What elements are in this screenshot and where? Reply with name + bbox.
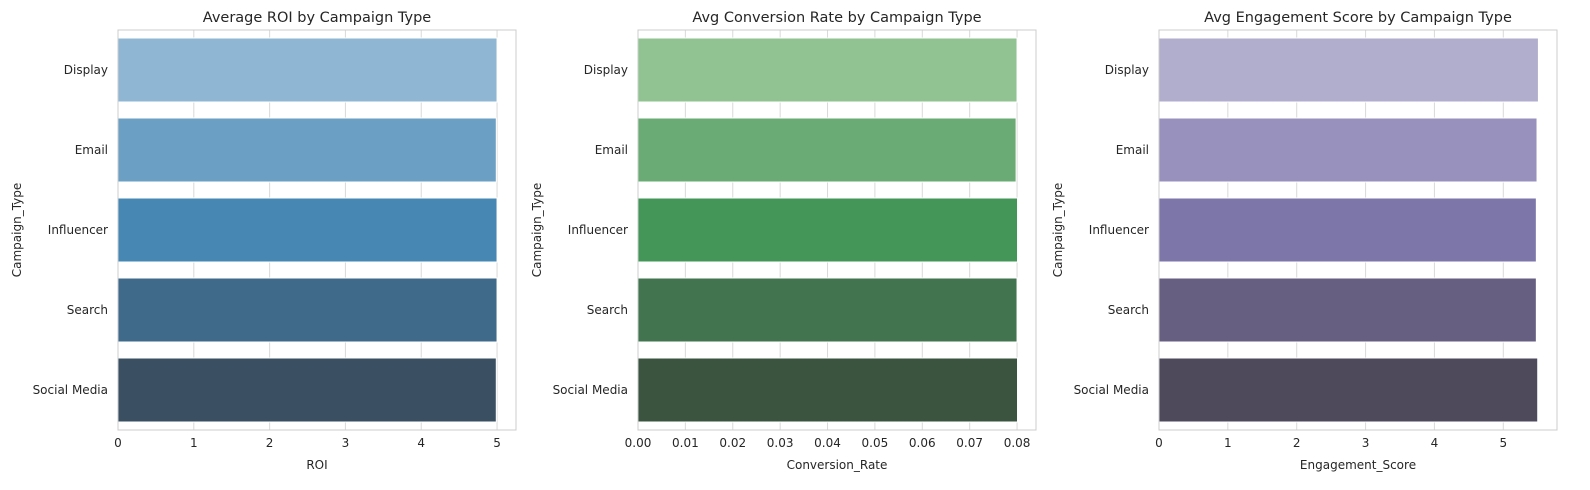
bar bbox=[637, 197, 1019, 263]
category-label: Email bbox=[1116, 143, 1149, 157]
bar bbox=[117, 357, 497, 423]
chart-title: Avg Engagement Score by Campaign Type bbox=[1204, 10, 1512, 26]
bar bbox=[1158, 197, 1537, 263]
bar bbox=[637, 117, 1017, 183]
category-label: Display bbox=[1105, 63, 1149, 77]
x-tick-label: 5 bbox=[493, 436, 501, 450]
bar bbox=[1158, 357, 1539, 423]
chart-panel-3: Display Email Influencer Search Social Media… bbox=[1051, 10, 1558, 472]
bar bbox=[117, 277, 498, 343]
bar bbox=[117, 197, 498, 263]
bar bbox=[1158, 37, 1539, 103]
plot-frame bbox=[117, 29, 517, 431]
chart-title: Avg Conversion Rate by Campaign Type bbox=[692, 10, 981, 26]
x-axis-label: Conversion_Rate bbox=[787, 458, 888, 472]
x-tick-label: 2 bbox=[1293, 436, 1301, 450]
category-label: Search bbox=[587, 303, 628, 317]
category-label: Influencer bbox=[48, 223, 108, 237]
bar bbox=[117, 117, 497, 183]
y-axis-label: Campaign_Type bbox=[10, 183, 24, 278]
y-axis-label: Campaign_Type bbox=[1051, 183, 1065, 278]
x-tick-label: 4 bbox=[1431, 436, 1439, 450]
x-tick-label: 1 bbox=[190, 436, 198, 450]
category-label: Influencer bbox=[1089, 223, 1149, 237]
category-label: Social Media bbox=[553, 383, 628, 397]
category-label: Email bbox=[75, 143, 108, 157]
category-label: Social Media bbox=[33, 383, 108, 397]
x-tick-label: 0 bbox=[114, 436, 122, 450]
category-label: Social Media bbox=[1074, 383, 1149, 397]
x-tick-label: 0.04 bbox=[814, 436, 841, 450]
category-label: Display bbox=[64, 63, 108, 77]
plot-frame bbox=[1158, 29, 1558, 431]
x-tick-label: 0.01 bbox=[672, 436, 699, 450]
x-tick-label: 0.03 bbox=[767, 436, 794, 450]
x-axis-label: Engagement_Score bbox=[1300, 458, 1416, 472]
x-axis-label: ROI bbox=[306, 458, 327, 472]
chart-panel-1: Display Email Influencer Search Social Media… bbox=[10, 10, 517, 472]
x-tick-label: 1 bbox=[1224, 436, 1232, 450]
x-tick-label: 0.02 bbox=[719, 436, 746, 450]
x-tick-label: 4 bbox=[417, 436, 425, 450]
bar bbox=[117, 37, 498, 103]
category-label: Influencer bbox=[568, 223, 628, 237]
bar bbox=[637, 37, 1018, 103]
bar bbox=[1158, 277, 1537, 343]
chart-title: Average ROI by Campaign Type bbox=[203, 10, 432, 26]
x-tick-label: 0.06 bbox=[909, 436, 936, 450]
x-tick-label: 0 bbox=[1155, 436, 1163, 450]
x-tick-label: 3 bbox=[1362, 436, 1370, 450]
category-label: Email bbox=[595, 143, 628, 157]
x-tick-label: 0.08 bbox=[1004, 436, 1031, 450]
x-tick-label: 0.00 bbox=[625, 436, 652, 450]
category-label: Display bbox=[584, 63, 628, 77]
category-label: Search bbox=[67, 303, 108, 317]
plot-frame bbox=[637, 29, 1037, 431]
x-tick-label: 0.05 bbox=[862, 436, 889, 450]
bar bbox=[637, 277, 1018, 343]
y-axis-label: Campaign_Type bbox=[530, 183, 544, 278]
bar bbox=[1158, 117, 1538, 183]
category-label: Search bbox=[1108, 303, 1149, 317]
bar bbox=[637, 357, 1019, 423]
x-tick-label: 5 bbox=[1499, 436, 1507, 450]
x-tick-label: 0.07 bbox=[956, 436, 983, 450]
chart-panel-2: Display Email Influencer Search Social Media… bbox=[530, 10, 1037, 472]
x-tick-label: 3 bbox=[342, 436, 350, 450]
x-tick-label: 2 bbox=[266, 436, 274, 450]
